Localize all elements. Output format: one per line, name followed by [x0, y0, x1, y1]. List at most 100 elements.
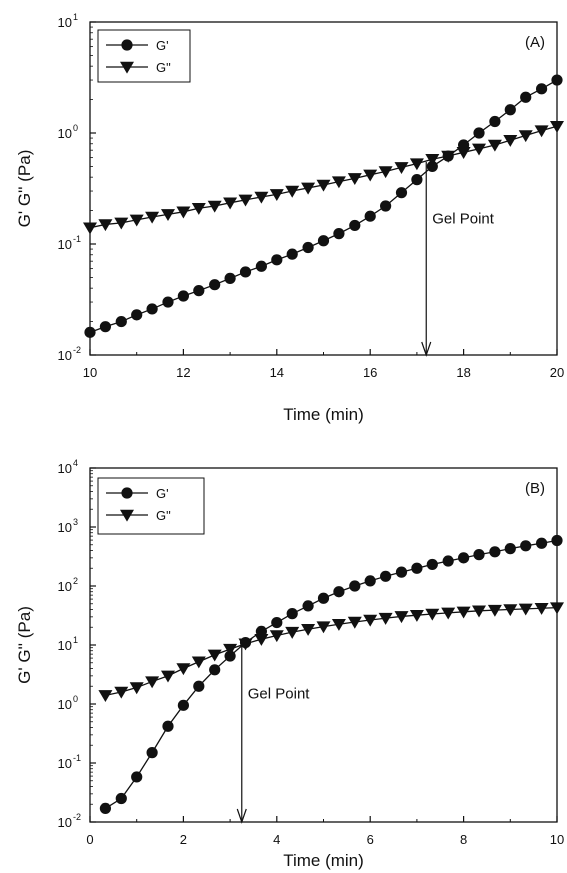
- legend-label: G': [156, 486, 169, 501]
- data-point-circle: [100, 803, 111, 814]
- y-tick-label: 10: [58, 520, 72, 535]
- data-point-triangle: [192, 657, 206, 669]
- data-point-triangle: [98, 690, 112, 702]
- y-tick-exponent: -2: [73, 812, 81, 822]
- data-point-circle: [520, 92, 531, 103]
- legend: G' G": [98, 30, 190, 82]
- data-point-circle: [396, 187, 407, 198]
- data-point-circle: [302, 242, 313, 253]
- data-point-triangle: [535, 125, 549, 137]
- data-point-circle: [209, 279, 220, 290]
- data-point-circle: [302, 600, 313, 611]
- data-point-circle: [178, 700, 189, 711]
- data-point-circle: [271, 617, 282, 628]
- data-point-circle: [505, 104, 516, 115]
- x-axis-label: Time (min): [283, 851, 364, 870]
- data-point-circle: [209, 664, 220, 675]
- x-tick-label: 12: [176, 365, 190, 380]
- data-point-circle: [271, 254, 282, 265]
- data-point-circle: [84, 327, 95, 338]
- x-axis-label: Time (min): [283, 405, 364, 424]
- y-tick-label: 10: [58, 638, 72, 653]
- legend-label: G": [156, 508, 171, 523]
- x-tick-label: 8: [460, 832, 467, 847]
- data-point-circle: [131, 309, 142, 320]
- y-tick-label: 10: [58, 15, 72, 30]
- x-tick-label: 2: [180, 832, 187, 847]
- y-tick-label: 10: [58, 697, 72, 712]
- data-point-circle: [256, 261, 267, 272]
- legend-box: [98, 30, 190, 82]
- data-point-circle: [240, 266, 251, 277]
- panel-label: (A): [525, 34, 545, 51]
- x-tick-label: 20: [550, 365, 564, 380]
- data-point-triangle: [145, 676, 159, 688]
- data-point-circle: [333, 228, 344, 239]
- data-point-circle: [473, 127, 484, 138]
- data-point-circle: [489, 116, 500, 127]
- data-point-triangle: [130, 682, 144, 694]
- y-tick-label: 10: [58, 461, 72, 476]
- data-point-triangle: [254, 634, 268, 646]
- y-tick-label: 10: [58, 756, 72, 771]
- y-tick-label: 10: [58, 348, 72, 363]
- y-tick-exponent: 1: [73, 12, 78, 22]
- data-point-triangle: [550, 121, 564, 133]
- x-tick-label: 16: [363, 365, 377, 380]
- gel-point-label: Gel Point: [248, 686, 311, 703]
- legend-label: G': [156, 38, 169, 53]
- data-point-triangle: [83, 223, 97, 235]
- series-line: [105, 608, 557, 696]
- data-point-circle: [396, 567, 407, 578]
- y-tick-label: 10: [58, 126, 72, 141]
- data-point-circle: [100, 321, 111, 332]
- data-point-circle: [349, 220, 360, 231]
- data-point-circle: [365, 211, 376, 222]
- y-tick-exponent: 2: [73, 576, 78, 586]
- data-point-circle: [520, 540, 531, 551]
- x-tick-label: 14: [270, 365, 284, 380]
- data-point-circle: [225, 273, 236, 284]
- y-tick-exponent: -2: [73, 345, 81, 355]
- y-tick-exponent: -1: [73, 234, 81, 244]
- series-line: [90, 80, 557, 332]
- x-tick-label: 0: [86, 832, 93, 847]
- data-point-triangle: [503, 135, 517, 147]
- y-tick-exponent: 0: [73, 123, 78, 133]
- data-point-circle: [365, 575, 376, 586]
- panel-label: (B): [525, 480, 545, 497]
- x-tick-label: 10: [83, 365, 97, 380]
- data-point-circle: [333, 586, 344, 597]
- data-point-circle: [380, 571, 391, 582]
- legend-label: G": [156, 60, 171, 75]
- y-tick-exponent: 3: [73, 517, 78, 527]
- y-axis-label: G' G'' (Pa): [15, 150, 34, 228]
- gel-point-label: Gel Point: [432, 210, 495, 227]
- data-point-circle: [443, 555, 454, 566]
- data-point-circle: [411, 563, 422, 574]
- data-point-circle: [427, 559, 438, 570]
- y-tick-exponent: 4: [73, 458, 78, 468]
- y-tick-label: 10: [58, 579, 72, 594]
- data-point-circle: [116, 793, 127, 804]
- chart-panel-b: 0 2 4 6 8 1010-210-110010110210310 4Time (min)…: [15, 458, 564, 870]
- data-point-circle: [121, 39, 132, 50]
- data-point-circle: [147, 747, 158, 758]
- data-point-circle: [178, 290, 189, 301]
- series-g-double-prime: [98, 602, 564, 702]
- data-point-circle: [287, 249, 298, 260]
- data-point-triangle: [519, 130, 533, 142]
- series-g-prime: [84, 74, 562, 338]
- legend: G' G": [98, 478, 204, 534]
- data-point-circle: [536, 83, 547, 94]
- data-point-circle: [121, 487, 132, 498]
- data-point-circle: [473, 549, 484, 560]
- data-point-circle: [411, 174, 422, 185]
- data-point-circle: [489, 546, 500, 557]
- data-point-circle: [349, 580, 360, 591]
- data-point-triangle: [176, 663, 190, 675]
- data-point-circle: [505, 543, 516, 554]
- data-point-circle: [287, 608, 298, 619]
